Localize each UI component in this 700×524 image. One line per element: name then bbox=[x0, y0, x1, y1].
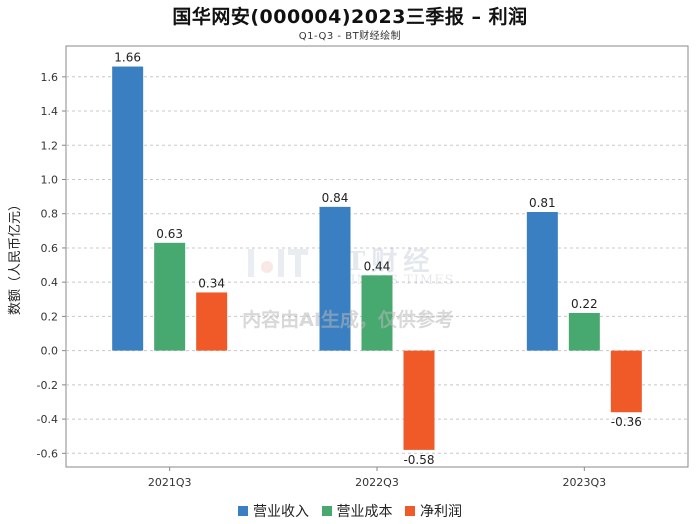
x-tick-label: 2021Q3 bbox=[148, 476, 192, 489]
bar bbox=[610, 350, 642, 413]
chart-subtitle: Q1-Q3 - BT财经绘制 bbox=[298, 31, 402, 42]
legend-swatch-revenue bbox=[238, 506, 249, 516]
y-tick-label: -0.4 bbox=[37, 413, 58, 426]
chart-canvas: BT财经 BUSINESS TIMES 1.660.630.340.840.44… bbox=[8, 45, 689, 489]
bar bbox=[526, 212, 558, 351]
y-tick-label: 0.0 bbox=[41, 345, 59, 358]
y-tick-label: 1.6 bbox=[41, 71, 59, 84]
legend-label-cost: 营业成本 bbox=[336, 504, 393, 520]
y-tick-label: 0.2 bbox=[41, 310, 59, 323]
legend-swatch-cost bbox=[321, 506, 332, 516]
bar-value-label: 1.66 bbox=[114, 51, 141, 65]
bar-value-label: -0.36 bbox=[611, 415, 642, 429]
bar bbox=[403, 350, 435, 450]
bars-layer: 1.66 0.63 0.34 0.84 0.44 -0.58 0.81 0.22 -0.36 bbox=[112, 51, 642, 467]
watermark-logo-icon bbox=[248, 249, 308, 277]
x-tick-label: 2022Q3 bbox=[355, 476, 399, 489]
legend-label-net-profit: 净利润 bbox=[419, 504, 462, 520]
bar bbox=[361, 275, 393, 351]
watermark-notice: 内容由AI生成，仅供参考 bbox=[242, 308, 454, 331]
bar bbox=[319, 206, 351, 351]
bar-value-label: 0.34 bbox=[198, 276, 225, 290]
legend-swatch-net-profit bbox=[404, 506, 415, 516]
legend-label-revenue: 营业收入 bbox=[253, 504, 310, 520]
bar-value-label: 0.44 bbox=[364, 259, 391, 273]
bar bbox=[568, 312, 600, 351]
bar-value-label: 0.63 bbox=[156, 227, 183, 241]
legend-item-cost: 营业成本 bbox=[321, 501, 393, 521]
y-tick-label: 1.4 bbox=[41, 105, 59, 118]
bar bbox=[196, 292, 228, 351]
bar-value-label: 0.81 bbox=[529, 196, 556, 210]
y-tick-label: 0.4 bbox=[41, 276, 59, 289]
chart-title: 国华网安(000004)2023三季报 – 利润 bbox=[172, 6, 528, 28]
legend: 营业收入 营业成本 净利润 bbox=[0, 501, 700, 521]
y-tick-label: 1.0 bbox=[41, 173, 59, 186]
bar-value-label: 0.84 bbox=[322, 191, 349, 205]
y-tick-label: 1.2 bbox=[41, 139, 59, 152]
axes-layer: -0.6 -0.4 -0.2 0.0 0.2 0.4 0.6 0.8 1.0 1.2 1.4 1.6 数… bbox=[8, 71, 606, 489]
bar bbox=[154, 242, 186, 351]
y-tick-label: 0.8 bbox=[41, 208, 59, 221]
legend-item-net-profit: 净利润 bbox=[404, 501, 462, 521]
x-tick-label: 2023Q3 bbox=[563, 476, 607, 489]
y-axis-title: 数额（人民币亿元） bbox=[8, 198, 23, 315]
legend-item-revenue: 营业收入 bbox=[238, 501, 309, 521]
y-tick-label: -0.2 bbox=[37, 379, 58, 392]
bar-value-label: 0.22 bbox=[571, 297, 598, 311]
bar bbox=[112, 66, 144, 351]
bar-value-label: -0.58 bbox=[403, 453, 434, 467]
y-tick-label: -0.6 bbox=[37, 447, 58, 460]
y-tick-label: 0.6 bbox=[41, 242, 59, 255]
